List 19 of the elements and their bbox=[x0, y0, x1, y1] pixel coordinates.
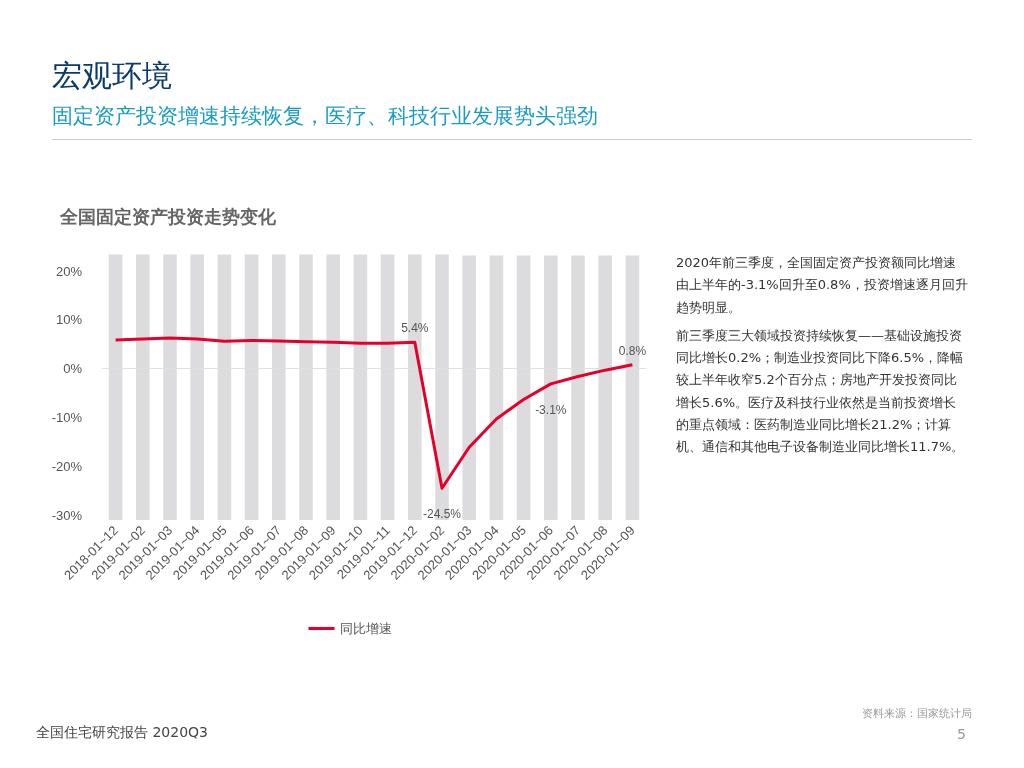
chart-title: 宏观环境 bbox=[52, 57, 172, 95]
data-label: 5.4% bbox=[401, 321, 429, 336]
text: 2020年前三季度，全国固定资产投资额同比增速由上半年的-3.1%回升至0.8%，投资增速逐月回升趋势明显。 bbox=[676, 254, 968, 317]
text: 5 bbox=[957, 726, 966, 742]
y-tick-label: 0% bbox=[63, 361, 83, 377]
chart-subtitle: 固定资产投资增速持续恢复，医疗、科技行业发展势头强劲 bbox=[52, 103, 598, 130]
y-tick-label: -20% bbox=[51, 458, 83, 474]
text: 资料来源：国家统计局 bbox=[862, 706, 972, 721]
legend-label: 同比增速 bbox=[339, 621, 392, 636]
y-tick-label: -30% bbox=[51, 507, 83, 523]
data-label: -3.1% bbox=[535, 402, 567, 417]
data-label: 0.8% bbox=[618, 343, 647, 358]
y-tick-label: 20% bbox=[55, 263, 83, 279]
text: 前三季度三大领域投资持续恢复——基础设施投资同比增长0.2%；制造业投资同比下降6.5%，降幅较上半年收窄5.2个百分点；房地产开发投资同比增长5.6%。医疗及科技行业依然是当前投资增长的重点领域：医药制造业同比增长21.2%；计算机、通信和其他电子设备制造业同比增长11.7%。 bbox=[676, 326, 966, 457]
y-tick-label: 10% bbox=[55, 312, 83, 328]
y-tick-label: -10% bbox=[51, 410, 83, 425]
data-label: -24.5% bbox=[422, 507, 462, 522]
text: 全国住宅研究报告 2020Q3 bbox=[36, 724, 209, 742]
text: 全国固定资产投资走势变化 bbox=[60, 205, 276, 229]
